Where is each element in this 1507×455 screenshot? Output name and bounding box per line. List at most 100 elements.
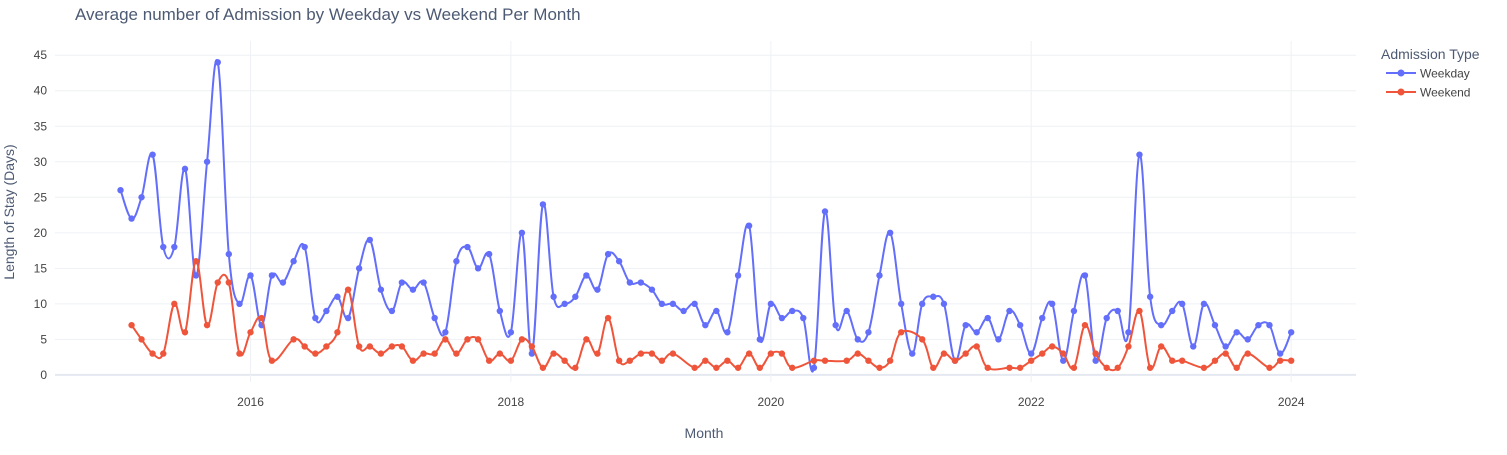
data-point-weekday[interactable] (268, 272, 276, 279)
data-point-weekend[interactable] (485, 357, 493, 364)
data-point-weekend[interactable] (713, 364, 720, 371)
data-point-weekend[interactable] (1211, 357, 1219, 364)
data-point-weekday[interactable] (821, 208, 829, 215)
data-point-weekend[interactable] (312, 350, 319, 357)
data-point-weekend[interactable] (171, 300, 178, 308)
data-point-weekday[interactable] (702, 321, 709, 329)
legend-item-weekend[interactable]: Weekend (1386, 86, 1470, 100)
data-point-weekday[interactable] (1200, 300, 1208, 308)
data-point-weekday[interactable] (984, 314, 991, 322)
data-point-weekday[interactable] (1092, 357, 1099, 364)
data-point-weekend[interactable] (767, 350, 775, 357)
data-point-weekend[interactable] (409, 357, 417, 364)
data-point-weekday[interactable] (778, 314, 786, 322)
data-point-weekend[interactable] (431, 350, 438, 357)
data-point-weekday[interactable] (279, 279, 287, 286)
data-point-weekday[interactable] (312, 314, 319, 322)
data-point-weekday[interactable] (528, 350, 536, 357)
data-point-weekday[interactable] (767, 300, 775, 308)
data-point-weekday[interactable] (898, 300, 905, 308)
data-point-weekend[interactable] (149, 350, 156, 357)
data-point-weekday[interactable] (648, 286, 656, 293)
data-point-weekday[interactable] (734, 272, 742, 279)
data-point-weekend[interactable] (821, 357, 829, 364)
data-point-weekday[interactable] (1276, 350, 1284, 357)
data-point-weekday[interactable] (1255, 321, 1262, 329)
data-point-weekend[interactable] (973, 343, 980, 350)
data-point-weekday[interactable] (1157, 321, 1165, 329)
data-point-weekday[interactable] (594, 286, 601, 293)
data-point-weekend[interactable] (962, 350, 969, 357)
data-point-weekend[interactable] (604, 314, 612, 322)
data-point-weekend[interactable] (1146, 364, 1154, 371)
data-point-weekday[interactable] (1222, 343, 1229, 350)
data-point-weekday[interactable] (962, 321, 969, 329)
data-point-weekend[interactable] (615, 357, 623, 364)
data-point-weekday[interactable] (388, 307, 396, 315)
data-point-weekday[interactable] (800, 314, 807, 322)
data-point-weekday[interactable] (604, 250, 612, 258)
data-point-weekday[interactable] (886, 229, 894, 237)
data-point-weekend[interactable] (1179, 357, 1186, 364)
data-point-weekend[interactable] (464, 336, 471, 343)
data-point-weekend[interactable] (854, 350, 861, 357)
data-point-weekend[interactable] (1200, 364, 1208, 371)
data-point-weekday[interactable] (658, 300, 666, 308)
data-point-weekday[interactable] (301, 243, 308, 251)
data-point-weekend[interactable] (474, 336, 482, 343)
data-point-weekday[interactable] (496, 307, 504, 315)
data-point-weekend[interactable] (301, 343, 308, 350)
data-point-weekend[interactable] (236, 350, 243, 357)
data-point-weekend[interactable] (420, 350, 427, 357)
legend-item-weekday[interactable]: Weekday (1386, 67, 1470, 81)
data-point-weekday[interactable] (1039, 314, 1046, 322)
data-point-weekend[interactable] (203, 321, 211, 329)
data-point-weekday[interactable] (973, 329, 980, 336)
data-point-weekend[interactable] (528, 343, 536, 350)
data-point-weekend[interactable] (398, 343, 406, 350)
data-point-weekday[interactable] (236, 300, 243, 308)
data-point-weekday[interactable] (464, 243, 471, 251)
data-point-weekday[interactable] (225, 250, 232, 258)
data-point-weekday[interactable] (572, 293, 579, 300)
data-point-weekday[interactable] (453, 258, 460, 265)
data-point-weekend[interactable] (268, 357, 276, 364)
data-point-weekend[interactable] (442, 336, 449, 343)
data-point-weekday[interactable] (485, 250, 493, 258)
data-point-weekday[interactable] (680, 307, 687, 315)
data-point-weekday[interactable] (1169, 307, 1176, 315)
data-point-weekend[interactable] (1070, 364, 1078, 371)
data-point-weekend[interactable] (1060, 350, 1067, 357)
data-point-weekend[interactable] (669, 350, 677, 357)
data-point-weekend[interactable] (1136, 307, 1143, 315)
data-point-weekend[interactable] (1125, 343, 1132, 350)
data-point-weekend[interactable] (919, 336, 926, 343)
data-point-weekday[interactable] (919, 300, 926, 308)
data-point-weekday[interactable] (1125, 329, 1132, 336)
data-point-weekday[interactable] (876, 272, 883, 279)
data-point-weekday[interactable] (909, 350, 916, 357)
data-point-weekend[interactable] (756, 364, 764, 371)
data-point-weekday[interactable] (550, 293, 557, 300)
data-point-weekday[interactable] (1070, 307, 1078, 315)
data-point-weekend[interactable] (138, 336, 145, 343)
data-point-weekday[interactable] (149, 151, 156, 158)
data-point-weekend[interactable] (637, 350, 645, 357)
data-point-weekend[interactable] (1092, 350, 1099, 357)
data-point-weekday[interactable] (138, 194, 145, 201)
data-point-weekday[interactable] (1190, 343, 1197, 350)
data-point-weekday[interactable] (431, 314, 438, 322)
data-point-weekday[interactable] (117, 186, 124, 194)
data-point-weekday[interactable] (507, 329, 515, 336)
data-point-weekday[interactable] (724, 329, 731, 336)
data-point-weekday[interactable] (1016, 321, 1024, 329)
data-point-weekday[interactable] (583, 272, 590, 279)
data-point-weekday[interactable] (1266, 321, 1273, 329)
data-point-weekend[interactable] (810, 357, 818, 364)
data-point-weekday[interactable] (865, 329, 872, 336)
data-point-weekend[interactable] (648, 350, 656, 357)
data-point-weekday[interactable] (160, 243, 167, 251)
data-point-weekend[interactable] (930, 364, 937, 371)
data-point-weekend[interactable] (658, 357, 666, 364)
data-point-weekend[interactable] (702, 357, 709, 364)
